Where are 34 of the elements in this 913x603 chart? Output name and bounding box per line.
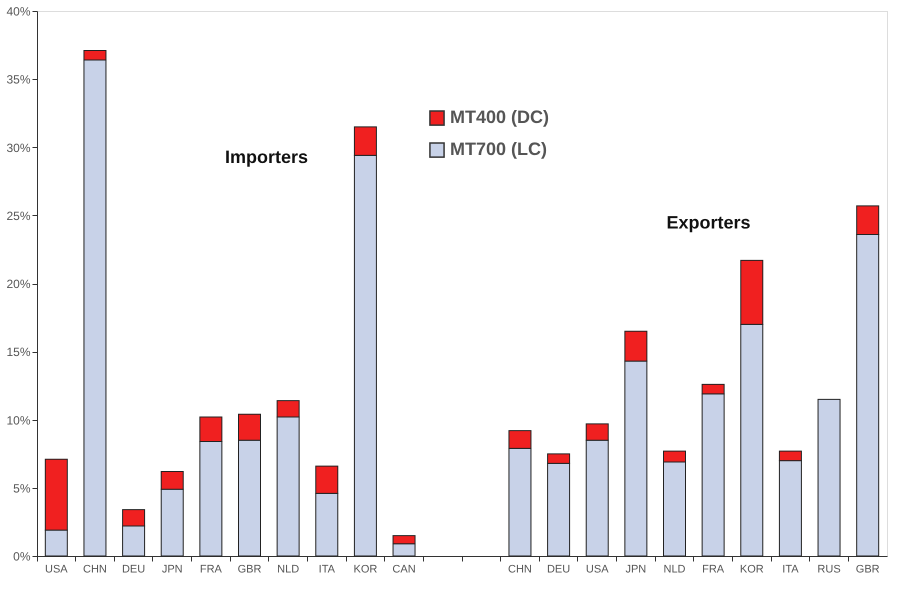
x-tick-label: DEU <box>546 564 570 576</box>
x-tick-label: RUS <box>817 564 841 576</box>
x-tick-label: USA <box>45 564 68 576</box>
y-tick-label: 35% <box>6 72 31 87</box>
x-tick-label: CAN <box>392 564 416 576</box>
legend-label: MT400 (DC) <box>450 107 550 128</box>
y-tick-label: 15% <box>6 345 31 360</box>
y-tick-label: 0% <box>13 550 31 564</box>
annotation: Importers <box>224 147 308 168</box>
y-tick-label: 5% <box>13 481 31 496</box>
bar <box>818 398 841 556</box>
x-tick-label: JPN <box>625 564 646 576</box>
x-tick-label: GBR <box>856 564 880 576</box>
x-tick-label: CHN <box>508 564 532 576</box>
y-tick-label: 25% <box>6 208 31 223</box>
x-tick-label: GBR <box>238 564 262 576</box>
x-tick-label: FRA <box>200 564 223 576</box>
annotation: Exporters <box>666 212 751 233</box>
x-tick-label: NLD <box>663 564 686 576</box>
x-tick-label: KOR <box>740 564 764 576</box>
x-tick-label: JPN <box>162 564 183 576</box>
x-tick-label: NLD <box>277 564 300 576</box>
x-tick-label: CHN <box>83 564 107 576</box>
y-tick-label: 20% <box>6 277 31 291</box>
x-tick-label: ITA <box>782 564 800 576</box>
y-tick-label: 30% <box>6 140 31 155</box>
x-tick-label: ITA <box>318 564 336 576</box>
x-tick-label: USA <box>586 564 610 576</box>
y-tick-label: 40% <box>6 4 31 18</box>
x-tick-label: KOR <box>353 564 378 576</box>
x-tick-label: DEU <box>122 564 146 576</box>
x-tick-label: FRA <box>702 564 725 576</box>
legend-label: MT700 (LC) <box>450 139 548 160</box>
y-tick-label: 10% <box>6 413 31 428</box>
